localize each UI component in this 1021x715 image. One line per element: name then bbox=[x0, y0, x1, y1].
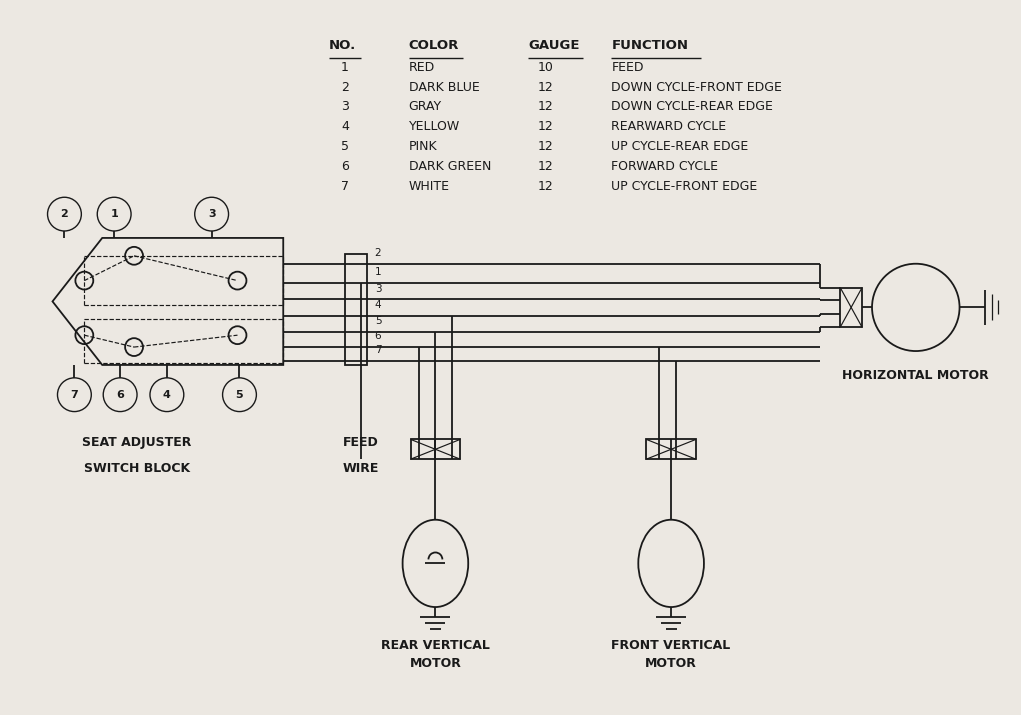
Text: 10: 10 bbox=[538, 61, 553, 74]
Text: 7: 7 bbox=[70, 390, 79, 400]
Bar bbox=[646, 439, 696, 459]
Text: 4: 4 bbox=[163, 390, 171, 400]
Bar bbox=[840, 287, 862, 327]
Text: 3: 3 bbox=[208, 209, 215, 219]
Text: FORWARD CYCLE: FORWARD CYCLE bbox=[612, 160, 719, 173]
Text: DOWN CYCLE-FRONT EDGE: DOWN CYCLE-FRONT EDGE bbox=[612, 81, 782, 94]
Text: 6: 6 bbox=[116, 390, 125, 400]
Text: PINK: PINK bbox=[408, 140, 437, 153]
Text: FUNCTION: FUNCTION bbox=[612, 39, 688, 52]
Text: 6: 6 bbox=[375, 331, 382, 341]
Text: 3: 3 bbox=[341, 101, 349, 114]
Text: 2: 2 bbox=[341, 81, 349, 94]
Text: DOWN CYCLE-REAR EDGE: DOWN CYCLE-REAR EDGE bbox=[612, 101, 773, 114]
Text: 1: 1 bbox=[375, 267, 382, 277]
Text: 4: 4 bbox=[375, 300, 382, 310]
Text: 12: 12 bbox=[538, 180, 553, 193]
Text: 5: 5 bbox=[341, 140, 349, 153]
Text: YELLOW: YELLOW bbox=[408, 120, 459, 133]
Text: COLOR: COLOR bbox=[408, 39, 458, 52]
Text: 6: 6 bbox=[341, 160, 349, 173]
Text: FEED: FEED bbox=[343, 436, 379, 449]
Bar bbox=[410, 439, 460, 459]
Text: SWITCH BLOCK: SWITCH BLOCK bbox=[84, 462, 190, 475]
Text: UP CYCLE-REAR EDGE: UP CYCLE-REAR EDGE bbox=[612, 140, 748, 153]
Text: WIRE: WIRE bbox=[343, 462, 379, 475]
Text: 12: 12 bbox=[538, 160, 553, 173]
Text: REARWARD CYCLE: REARWARD CYCLE bbox=[612, 120, 727, 133]
Bar bbox=[345, 254, 367, 365]
Text: DARK BLUE: DARK BLUE bbox=[408, 81, 479, 94]
Text: NO.: NO. bbox=[329, 39, 356, 52]
Text: 4: 4 bbox=[341, 120, 349, 133]
Text: UP CYCLE-FRONT EDGE: UP CYCLE-FRONT EDGE bbox=[612, 180, 758, 193]
Text: 7: 7 bbox=[375, 345, 382, 355]
Text: SEAT ADJUSTER: SEAT ADJUSTER bbox=[83, 436, 192, 449]
Text: 5: 5 bbox=[375, 316, 382, 326]
Text: HORIZONTAL MOTOR: HORIZONTAL MOTOR bbox=[842, 369, 989, 382]
Text: 1: 1 bbox=[341, 61, 349, 74]
Text: FEED: FEED bbox=[612, 61, 644, 74]
Text: RED: RED bbox=[408, 61, 435, 74]
Text: WHITE: WHITE bbox=[408, 180, 449, 193]
Text: 12: 12 bbox=[538, 120, 553, 133]
Text: 12: 12 bbox=[538, 101, 553, 114]
Text: REAR VERTICAL
MOTOR: REAR VERTICAL MOTOR bbox=[381, 638, 490, 670]
Text: 12: 12 bbox=[538, 81, 553, 94]
Text: 1: 1 bbox=[110, 209, 118, 219]
Text: 5: 5 bbox=[236, 390, 243, 400]
Text: DARK GREEN: DARK GREEN bbox=[408, 160, 491, 173]
Text: GRAY: GRAY bbox=[408, 101, 442, 114]
Text: 3: 3 bbox=[375, 284, 382, 293]
Text: 7: 7 bbox=[341, 180, 349, 193]
Text: 2: 2 bbox=[375, 248, 382, 258]
Text: 2: 2 bbox=[60, 209, 68, 219]
Text: GAUGE: GAUGE bbox=[528, 39, 579, 52]
Text: 12: 12 bbox=[538, 140, 553, 153]
Text: FRONT VERTICAL
MOTOR: FRONT VERTICAL MOTOR bbox=[612, 638, 731, 670]
